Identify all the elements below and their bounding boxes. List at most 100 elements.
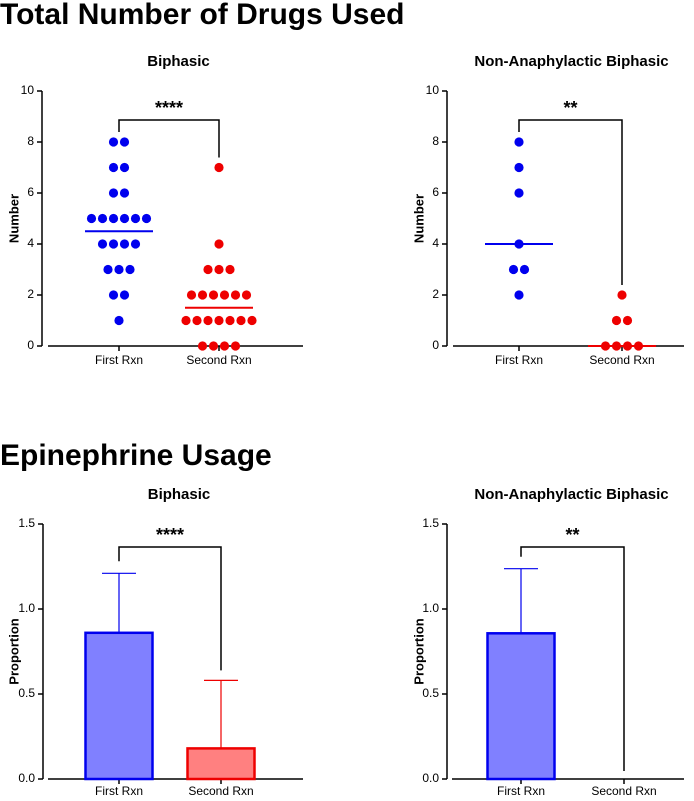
panel1-data-point: [97, 213, 108, 224]
panel1-data-point: [181, 315, 191, 326]
panel2-y-tick-label: 6: [432, 185, 439, 199]
panel1-data-point: [119, 188, 130, 198]
panel4-x-tick-label: First Rxn: [497, 784, 545, 798]
panel1-data-point: [108, 239, 119, 249]
panel1-data-point: [230, 290, 241, 300]
panel3-bar: [84, 631, 154, 781]
panel1-y-tick-label: 8: [27, 134, 34, 148]
panel2-data-point: [514, 137, 524, 147]
panel3-bar: [186, 747, 256, 781]
panel3-x-tick-label: First Rxn: [95, 784, 143, 798]
panel1-data-point: [247, 315, 257, 326]
panel1-data-point: [103, 264, 113, 275]
panel4-significance-label: **: [565, 525, 579, 545]
panel4-chart-title: Non-Anaphylactic Biphasic: [474, 486, 668, 503]
panel2-significance-bracket: [518, 119, 623, 285]
panel4-y-tick-label: 1.0: [422, 601, 439, 615]
panel2-x-tick-label: Second Rxn: [589, 353, 654, 367]
panel1-y-axis-label: Number: [7, 194, 22, 243]
panel2-x-tick-label: First Rxn: [495, 353, 543, 367]
panel1-data-point: [86, 213, 97, 224]
panel3-y-tick-label: 1.0: [18, 601, 35, 615]
panel1-data-point: [108, 213, 119, 224]
panel1-data-point: [203, 315, 213, 326]
panel1-data-point: [214, 315, 224, 326]
panel4-bar: [486, 632, 556, 781]
panel1-data-point: [119, 162, 130, 173]
panel1-data-point: [119, 239, 130, 249]
section-title-epinephrine: Epinephrine Usage: [0, 439, 272, 472]
section-title-total-drugs: Total Number of Drugs Used: [0, 0, 405, 31]
panel1-data-point: [108, 137, 119, 147]
panel4-x-tick-label: Second Rxn: [591, 784, 656, 798]
panel1-data-point: [141, 213, 152, 224]
panel2-data-point: [514, 188, 524, 198]
panel1-data-point: [114, 315, 124, 326]
panel1-data-point: [108, 162, 119, 173]
panel1-data-point: [119, 290, 130, 300]
panel1-x-tick-label: Second Rxn: [186, 353, 251, 367]
panel4-y-axis-label: Proportion: [412, 618, 427, 684]
panel1-data-point: [130, 213, 141, 224]
panel1-data-point: [219, 290, 230, 300]
panel1-y-tick-label: 4: [27, 236, 34, 250]
panel1-data-point: [197, 290, 208, 300]
panel1-data-point: [119, 213, 130, 224]
panel1-data-point: [119, 137, 130, 147]
panel2-y-tick-label: 4: [432, 236, 439, 250]
panel1-significance-bracket: [118, 119, 220, 158]
panel3-significance-bracket: [118, 546, 222, 671]
panel1-x-tick-label: First Rxn: [95, 353, 143, 367]
panel3-y-axis-label: Proportion: [7, 618, 22, 684]
panel1-data-point: [208, 290, 219, 300]
panel1-significance-label: ****: [155, 98, 183, 118]
panel3-y-tick-label: 0.5: [18, 686, 35, 700]
panel2-data-point: [611, 315, 622, 326]
panel1-data-point: [125, 264, 135, 275]
panel2-chart-title: Non-Anaphylactic Biphasic: [474, 53, 668, 70]
panel3-chart-title: Biphasic: [148, 486, 211, 503]
panel1-data-point: [114, 264, 124, 275]
panel1-y-tick-label: 6: [27, 185, 34, 199]
panel1-data-point: [208, 341, 219, 351]
panel1-data-point: [225, 315, 235, 326]
panel1-data-point: [214, 239, 224, 249]
panel2-data-point: [617, 290, 627, 300]
panel1-data-point: [214, 162, 224, 173]
panel1-data-point: [225, 264, 235, 275]
panel2-y-tick-label: 0: [432, 338, 439, 352]
panel3-y-tick-label: 1.5: [18, 516, 35, 530]
panel2-y-tick-label: 10: [426, 83, 440, 97]
panel2-y-axis-label: Number: [412, 194, 427, 243]
panel3-x-tick-label: Second Rxn: [188, 784, 253, 798]
panel1-y-tick-label: 10: [21, 83, 35, 97]
panel1-y-tick-label: 2: [27, 287, 34, 301]
panel1-data-point: [192, 315, 202, 326]
panel3-y-tick-label: 0.0: [18, 771, 35, 785]
panel4-y-tick-label: 0.0: [422, 771, 439, 785]
panel4-y-tick-label: 1.5: [422, 516, 439, 530]
panel2-data-point: [622, 315, 633, 326]
panel1-data-point: [130, 239, 141, 249]
panel1-data-point: [108, 290, 119, 300]
panel4-significance-bracket: [520, 546, 625, 771]
panel1-y-tick-label: 0: [27, 338, 34, 352]
panel1-data-point: [241, 290, 252, 300]
panel1-data-point: [186, 290, 197, 300]
panel1-data-point: [219, 341, 230, 351]
panel2-data-point: [508, 264, 519, 275]
panel1-data-point: [214, 264, 224, 275]
panel4-y-tick-label: 0.5: [422, 686, 439, 700]
panel2-data-point: [514, 290, 524, 300]
panel2-y-tick-label: 2: [432, 287, 439, 301]
panel1-data-point: [203, 264, 213, 275]
panel1-data-point: [230, 341, 241, 351]
panel2-data-point: [519, 264, 530, 275]
panel1-data-point: [108, 188, 119, 198]
panel2-y-tick-label: 8: [432, 134, 439, 148]
panel1-data-point: [236, 315, 246, 326]
panel1-chart-title: Biphasic: [147, 53, 210, 70]
panel1-data-point: [97, 239, 108, 249]
panel2-data-point: [514, 162, 524, 173]
